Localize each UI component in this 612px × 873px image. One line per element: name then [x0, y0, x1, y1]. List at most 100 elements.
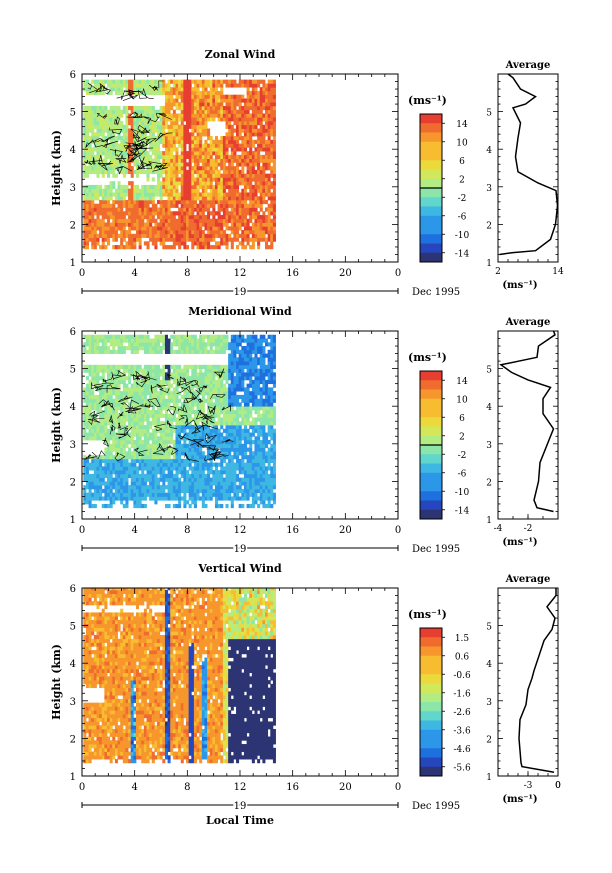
heatmap-cell: [267, 215, 271, 220]
heatmap-cell: [146, 455, 150, 460]
heatmap-cell: [175, 94, 179, 99]
heatmap-cell: [96, 143, 100, 148]
heatmap-cell: [88, 139, 92, 144]
heatmap-cell: [207, 237, 211, 242]
heatmap-cell: [236, 109, 240, 114]
heatmap-cell: [88, 428, 92, 433]
heatmap-cell: [257, 83, 261, 88]
heatmap-cell: [125, 346, 129, 351]
heatmap-cell: [125, 485, 129, 490]
heatmap-cell: [151, 158, 155, 163]
heatmap-cell: [267, 192, 271, 197]
heatmap-cell: [88, 233, 92, 238]
heatmap-cell: [120, 447, 124, 452]
heatmap-cell: [93, 349, 97, 354]
heatmap-cell: [104, 417, 108, 422]
heatmap-cell: [183, 188, 187, 193]
heatmap-cell: [112, 147, 116, 152]
heatmap-cell: [207, 485, 211, 490]
heatmap-cell: [193, 207, 197, 212]
heatmap-cell: [91, 436, 95, 441]
heatmap-cell: [88, 473, 92, 479]
heatmap-cell: [138, 443, 142, 448]
heatmap-cell: [101, 481, 105, 486]
heatmap-cell: [178, 132, 182, 137]
heatmap-cell: [141, 199, 145, 205]
heatmap-cell: [207, 334, 211, 339]
heatmap-cell: [222, 151, 226, 156]
heatmap-cell: [265, 237, 269, 242]
heatmap-cell: [267, 143, 271, 148]
heatmap-cell: [96, 470, 100, 475]
heatmap-cell: [122, 215, 126, 220]
heatmap-cell: [99, 470, 103, 475]
heatmap-cell: [236, 124, 240, 129]
heatmap-cell: [178, 245, 182, 250]
heatmap-cell: [133, 391, 137, 396]
heatmap-cell: [117, 158, 121, 163]
heatmap-cell: [196, 218, 200, 223]
heatmap-cell: [186, 177, 190, 182]
heatmap-cell: [214, 436, 219, 441]
heatmap-cell: [257, 117, 261, 122]
heatmap-cell: [170, 166, 174, 171]
heatmap-cell: [114, 230, 118, 235]
heatmap-cell: [120, 334, 124, 339]
heatmap-cell: [243, 184, 247, 190]
heatmap-cell: [138, 503, 142, 509]
heatmap-cell: [83, 391, 87, 396]
heatmap-cell: [193, 184, 197, 190]
heatmap-cell: [243, 181, 247, 186]
heatmap-cell: [146, 447, 150, 452]
heatmap-cell: [149, 184, 153, 190]
heatmap-cell: [204, 245, 208, 250]
heatmap-cell: [146, 105, 150, 111]
heatmap-cell: [128, 166, 132, 171]
heatmap-cell: [201, 166, 205, 171]
heatmap-cell: [99, 169, 103, 175]
heatmap-cell: [170, 477, 174, 482]
heatmap-cell: [251, 169, 255, 175]
heatmap-cell: [133, 406, 137, 411]
heatmap-cell: [112, 496, 116, 501]
heatmap-cell: [85, 196, 89, 201]
heatmap-cell: [228, 83, 232, 88]
heatmap-cell: [222, 215, 226, 220]
heatmap-cell: [104, 503, 108, 509]
heatmap-cell: [128, 87, 132, 92]
heatmap-cell: [254, 192, 258, 197]
heatmap-cell: [172, 79, 176, 84]
heatmap-cell: [112, 230, 116, 235]
heatmap-cell: [209, 233, 213, 238]
heatmap-cell: [130, 121, 134, 126]
heatmap-cell: [196, 87, 200, 92]
heatmap-cell: [193, 470, 197, 475]
heatmap-cell: [186, 500, 190, 505]
heatmap-cell: [101, 203, 105, 208]
heatmap-cell: [93, 241, 97, 246]
heatmap-cell: [130, 173, 134, 178]
heatmap-cell: [188, 417, 192, 422]
heatmap-cell: [164, 215, 168, 220]
heatmap-cell: [272, 147, 276, 152]
heatmap-cell: [207, 455, 211, 460]
heatmap-cell: [141, 451, 145, 456]
heatmap-cell: [180, 98, 184, 103]
heatmap-cell: [88, 391, 92, 396]
heatmap-cell: [209, 162, 213, 167]
heatmap-cell: [167, 376, 171, 381]
heatmap-cell: [257, 241, 261, 246]
heatmap-cell: [154, 417, 158, 422]
heatmap-cell: [135, 413, 140, 418]
heatmap-cell: [180, 226, 184, 231]
heatmap-cell: [220, 162, 224, 167]
heatmap-cell: [96, 334, 100, 339]
heatmap-cell: [196, 94, 200, 99]
heatmap-cell: [99, 394, 103, 400]
heatmap-cell: [191, 391, 195, 396]
heatmap-cell: [117, 406, 121, 411]
heatmap-cell: [154, 477, 158, 482]
heatmap-cell: [83, 188, 87, 193]
heatmap-cell: [214, 181, 219, 186]
heatmap-cell: [141, 481, 145, 486]
